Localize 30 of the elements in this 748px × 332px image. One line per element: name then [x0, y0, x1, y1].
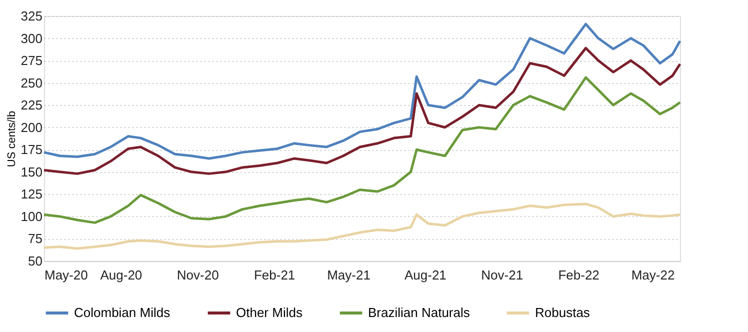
x-tick-label: May-21	[327, 268, 370, 282]
y-tick-label: 225	[20, 98, 42, 113]
y-tick-label: 200	[20, 120, 42, 135]
x-tick-label: Aug-21	[404, 268, 446, 282]
x-tick-label: Feb-22	[558, 268, 600, 282]
y-tick-label: 325	[20, 8, 42, 24]
y-tick-label: 175	[20, 142, 42, 158]
legend-label: Brazilian Naturals	[368, 305, 470, 320]
y-tick-label: 300	[20, 30, 42, 46]
y-tick-label: 50	[28, 254, 42, 268]
y-tick-label: 125	[20, 186, 42, 202]
line-series	[42, 76, 682, 224]
line-series	[42, 202, 682, 250]
x-tick-label: Nov-20	[176, 268, 219, 282]
x-tick-label: Feb-21	[254, 268, 296, 282]
y-tick-label: 275	[20, 53, 42, 68]
y-tick-label: 75	[28, 231, 42, 246]
x-tick-label: Aug-20	[100, 268, 142, 282]
x-tick-label: May-22	[631, 268, 675, 282]
x-tick-label: May-20	[44, 268, 88, 282]
y-tick-label: 250	[20, 75, 42, 90]
legend-label: Colombian Milds	[74, 305, 171, 320]
legend-label: Other Milds	[236, 305, 303, 320]
y-tick-label: 100	[20, 208, 42, 224]
y-axis-title: US cents/lb	[6, 110, 18, 168]
y-tick-label: 150	[20, 164, 42, 180]
legend-label: Robustas	[535, 305, 590, 320]
x-tick-label: Nov-21	[481, 268, 524, 282]
line-series	[42, 46, 682, 175]
line-series	[42, 22, 682, 160]
